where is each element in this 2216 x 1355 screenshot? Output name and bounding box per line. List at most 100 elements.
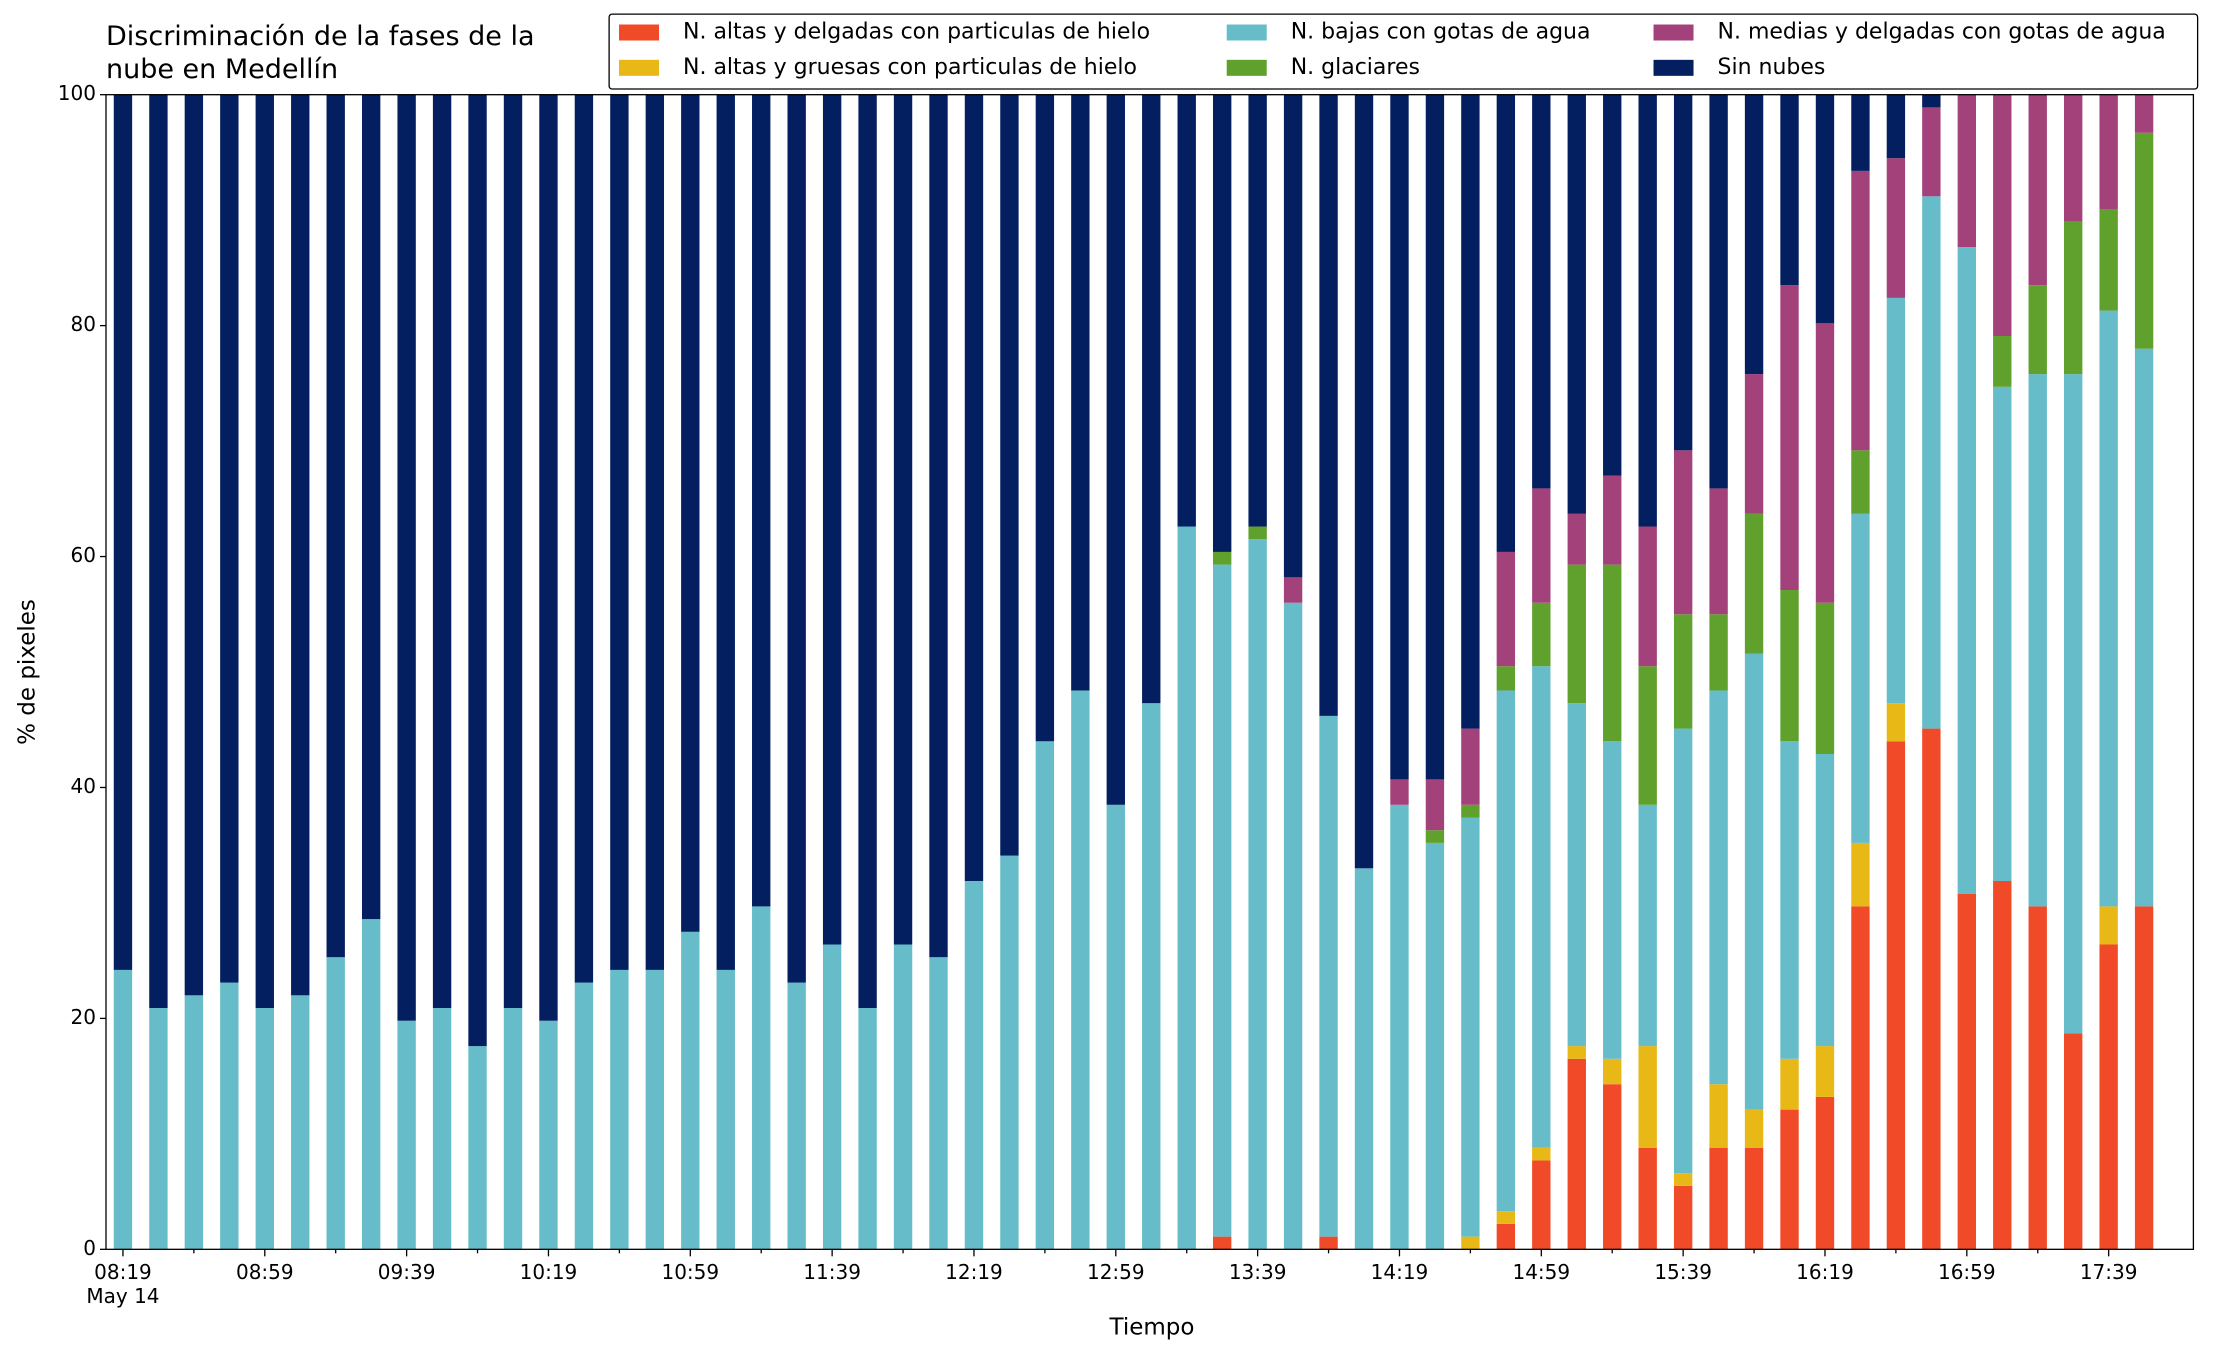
bar-segment <box>432 94 452 1009</box>
bar-segment <box>2099 906 2118 945</box>
bar-segment <box>2028 906 2047 1250</box>
bar-segment <box>539 94 558 1021</box>
bar-segment <box>574 982 594 1250</box>
bar-segment <box>1851 450 1870 514</box>
legend-label: N. medias y delgadas con gotas de agua <box>1718 20 2166 45</box>
bar-segment <box>1780 94 1799 286</box>
x-tick-label: 08:19 <box>94 1260 152 1284</box>
bar-segment <box>681 94 700 932</box>
bar-segment <box>610 969 629 1250</box>
x-date-label: May 14 <box>86 1284 159 1308</box>
y-tick-label: 100 <box>58 81 96 105</box>
bar-segment <box>1673 614 1693 729</box>
bar-segment <box>184 94 204 996</box>
x-tick-label: 13:39 <box>1229 1260 1287 1284</box>
bar-segment <box>1000 94 1019 856</box>
bar-segment <box>1851 906 1870 1250</box>
bar-segment <box>1603 564 1622 742</box>
bar-segment <box>468 94 487 1047</box>
bar-segment <box>964 94 984 881</box>
bar-segment <box>1071 690 1090 1250</box>
bar-segment <box>1035 94 1055 742</box>
bar-segment <box>1532 1147 1551 1161</box>
bar-segment <box>1390 779 1409 805</box>
y-tick-label: 0 <box>83 1236 96 1260</box>
bar-segment <box>1532 488 1551 603</box>
bar-segment <box>1603 94 1622 476</box>
bar-segment <box>1496 1211 1516 1224</box>
bar-segment <box>787 982 806 1250</box>
bar-segment <box>1319 1236 1338 1250</box>
bar-segment <box>1638 1046 1657 1148</box>
legend-box <box>608 13 2199 90</box>
x-tick-label: 12:19 <box>945 1260 1003 1284</box>
x-tick-label: 16:19 <box>1796 1260 1854 1284</box>
bar-segment <box>220 982 239 1250</box>
bar-segment <box>610 94 629 970</box>
bar-segment <box>1673 94 1693 451</box>
bar-segment <box>184 995 204 1250</box>
bar-segment <box>113 94 133 970</box>
bar-segment <box>1567 1046 1586 1059</box>
legend-label: N. glaciares <box>1291 55 1420 80</box>
bar-segment <box>964 880 984 1250</box>
bar-segment <box>1567 564 1586 704</box>
bar-segment <box>1993 880 2012 1250</box>
bar-segment <box>1780 1058 1799 1110</box>
bar-segment <box>645 94 665 970</box>
bar-segment <box>1744 1147 1764 1250</box>
bar-segment <box>1922 94 1941 108</box>
y-tick-label: 60 <box>71 543 96 567</box>
bar-segment <box>1248 539 1267 1250</box>
bar-segment <box>1567 1058 1586 1250</box>
bar-segment <box>1106 94 1125 805</box>
bar-segment <box>1922 196 1941 729</box>
bar-segment <box>2064 374 2083 1034</box>
bar-segment <box>822 94 842 945</box>
bar-segment <box>929 94 948 958</box>
bar-segment <box>397 94 416 1021</box>
bar-segment <box>1815 323 1835 603</box>
bar-segment <box>1461 817 1480 1237</box>
bar-segment <box>1638 1147 1657 1250</box>
x-tick-label: 16:59 <box>1938 1260 1996 1284</box>
bar-segment <box>858 94 877 1009</box>
bar-segment <box>503 94 523 1009</box>
bar-segment <box>1212 564 1232 1237</box>
bar-segment <box>1886 94 1906 159</box>
bar-segment <box>2134 94 2154 133</box>
bar-segment <box>2134 348 2154 907</box>
bar-segment <box>1567 94 1586 514</box>
x-tick-label: 12:59 <box>1087 1260 1145 1284</box>
bar-segment <box>1071 94 1090 691</box>
bar-segment <box>1851 842 1870 907</box>
bar-segment <box>539 1020 558 1250</box>
bar-segment <box>1744 513 1764 654</box>
bar-segment <box>1354 94 1374 869</box>
x-tick-label: 10:19 <box>520 1260 578 1284</box>
legend-swatch <box>619 24 660 41</box>
bar-segment <box>1922 728 1941 1250</box>
bar-segment <box>2028 94 2047 286</box>
bar-segment <box>432 1008 452 1250</box>
bar-segment <box>113 969 133 1250</box>
bar-segment <box>1815 94 1835 324</box>
bar-segment <box>149 1008 168 1250</box>
bar-segment <box>1496 690 1516 1212</box>
bar-segment <box>1461 1236 1480 1250</box>
bar-segment <box>716 969 735 1250</box>
bar-segment <box>2134 132 2154 349</box>
bar-segment <box>1744 374 1764 514</box>
bar-segment <box>1638 804 1657 1047</box>
bar-segment <box>1532 602 1551 667</box>
legend-swatch <box>1653 59 1694 76</box>
bar-segment <box>361 919 381 1250</box>
bar-segment <box>1532 666 1551 1148</box>
bar-segment <box>1744 653 1764 1110</box>
legend-label: N. altas y gruesas con particulas de hie… <box>683 55 1137 80</box>
bar-segment <box>1248 526 1267 540</box>
bar-segment <box>752 94 771 907</box>
y-tick-label: 80 <box>71 312 96 336</box>
bar-segment <box>1815 1096 1835 1250</box>
